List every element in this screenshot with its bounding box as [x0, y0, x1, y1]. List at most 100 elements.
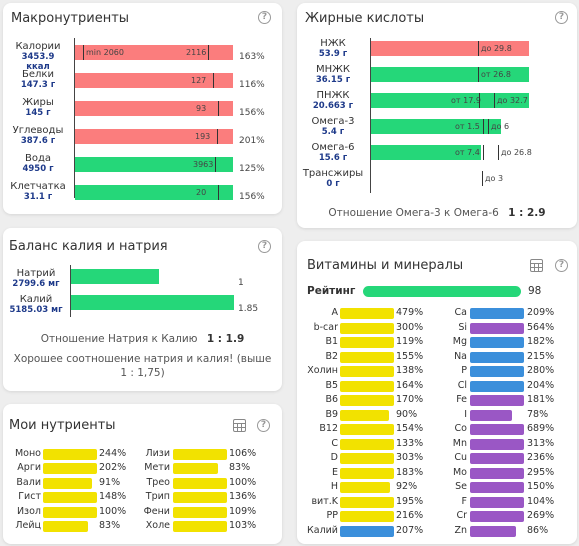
vitamin-bar	[470, 496, 524, 508]
vitamin-bar	[470, 395, 524, 406]
macro-title: Макронутриенты	[11, 11, 130, 26]
fatty-row-label: ПНЖК 20.663 г	[297, 91, 369, 112]
fatty-row-label: Омега-6 15.6 г	[297, 142, 369, 164]
vitamin-percent: 479%	[396, 307, 424, 318]
vitamin-bar	[470, 409, 513, 421]
macro-row-label: Белки 147.3 г	[3, 69, 73, 91]
vitamin-bar	[470, 308, 524, 319]
fatty-min-marker: от 17.9	[451, 96, 481, 105]
fatty-min-line	[479, 93, 480, 108]
potassium-name: Натрий	[16, 268, 56, 279]
macro-percent: 156%	[239, 108, 265, 118]
vitamin-label: Cl	[457, 379, 467, 391]
vitamin-label: B6	[325, 394, 338, 405]
vitamin-label: Se	[455, 481, 467, 492]
vitamin-bar	[340, 380, 394, 392]
macro-name: Белки	[22, 69, 54, 80]
nutrient-percent: 202%	[99, 462, 127, 474]
macro-norm-line	[215, 157, 216, 172]
vitamin-bar	[340, 322, 394, 334]
potassium-message-line1: Хорошее соотношение натрия и калия! (выш…	[13, 353, 272, 365]
help-icon[interactable]: ?	[555, 11, 568, 24]
nutrient-bar	[43, 521, 88, 532]
vitamin-label: Калий	[307, 524, 338, 536]
help-icon[interactable]: ?	[258, 11, 271, 24]
macro-name: Вода	[24, 153, 52, 164]
vitamin-percent: 150%	[527, 481, 555, 492]
vitamin-percent: 155%	[396, 350, 424, 362]
macro-norm-marker: 2116	[186, 48, 207, 57]
fatty-bar	[371, 119, 501, 134]
nutrient-label: Лейц	[15, 520, 41, 531]
vitamin-bar	[470, 366, 524, 377]
vitamin-label: A	[331, 307, 339, 318]
macro-row-label: Углеводы 387.6 г	[3, 126, 73, 147]
nutrient-bar	[43, 506, 97, 518]
fatty-min-marker: от 7.4	[455, 148, 480, 157]
table-icon[interactable]	[530, 259, 543, 272]
vitamin-percent: 295%	[527, 466, 555, 478]
vitamin-percent: 90%	[396, 408, 418, 420]
vitamin-bar	[340, 511, 394, 522]
fatty-max-line	[498, 145, 499, 160]
mynutrients-card: Мои нутриенты ? Моно 244% Арги 202% Вали 91% Г…	[3, 404, 282, 544]
nutrient-label: Фени	[143, 505, 170, 517]
nutrient-percent: 109%	[229, 505, 257, 517]
fatty-value: 0 г	[326, 179, 340, 189]
vitamin-percent: 181%	[527, 394, 555, 405]
vitamin-percent: 209%	[527, 307, 555, 318]
fatty-name: МНЖК	[315, 64, 351, 75]
nutrient-bar	[173, 449, 227, 460]
vitamin-label: H	[330, 481, 338, 492]
fatty-name: Омега-6	[311, 142, 355, 153]
nutrient-bar	[43, 492, 97, 504]
macro-norm-marker: 127	[191, 76, 207, 85]
vitamin-percent: 313%	[527, 437, 555, 449]
macro-min-line	[83, 45, 84, 60]
macro-percent: 201%	[239, 136, 265, 146]
fatty-value: 15.6 г	[318, 153, 348, 163]
vitamin-label: Si	[458, 321, 467, 333]
fatty-row-label: МНЖК 36.15 г	[297, 64, 369, 86]
nutrient-percent: 244%	[99, 448, 127, 459]
potassium-ratio-part: 1.85	[238, 304, 259, 314]
macro-value: 31.1 г	[23, 192, 53, 202]
fatty-max-marker: до 6	[491, 122, 510, 131]
macro-percent: 156%	[239, 192, 265, 202]
vitamin-percent: 119%	[396, 336, 424, 347]
vitamin-bar	[340, 409, 389, 421]
table-icon[interactable]	[233, 419, 246, 432]
help-icon[interactable]: ?	[257, 419, 270, 432]
fatty-max-line	[478, 41, 479, 56]
vitamin-bar	[340, 438, 394, 450]
fatty-max-line	[488, 119, 489, 134]
rating-label: Рейтинг	[307, 285, 356, 297]
vitamin-percent: 86%	[527, 524, 549, 536]
help-icon[interactable]: ?	[258, 240, 271, 253]
macro-norm-line	[218, 101, 219, 116]
macro-value: 4950 г	[22, 164, 54, 174]
fatty-value: 53.9 г	[318, 49, 348, 59]
help-icon[interactable]: ?	[555, 259, 568, 272]
vitamin-percent: 182%	[527, 336, 555, 347]
vitamin-percent: 138%	[396, 365, 424, 376]
nutrient-percent: 100%	[99, 505, 127, 517]
fatty-name: Омега-3	[311, 116, 355, 127]
nutrient-label: Трип	[145, 491, 170, 503]
fatty-name: НЖК	[320, 38, 346, 49]
fatty-min-line	[483, 145, 484, 160]
fatty-max-line	[494, 93, 495, 108]
fatty-max-marker: до 32.7	[497, 96, 528, 105]
macro-row-label: Жиры 145 г	[3, 98, 73, 119]
vitamin-label: Mn	[452, 437, 467, 449]
potassium-ratio-value: 1 : 1.9	[206, 333, 245, 345]
nutrient-bar	[43, 477, 93, 489]
fatty-max-marker: до 29.8	[481, 44, 512, 53]
macro-bar	[75, 157, 233, 172]
vitamin-label: Co	[454, 423, 467, 434]
fatty-row-label: НЖК 53.9 г	[297, 38, 369, 60]
nutrient-bar	[43, 463, 97, 475]
vitamin-label: Fe	[456, 394, 467, 405]
fatty-title: Жирные кислоты	[305, 11, 425, 26]
vitamin-label: B1	[325, 336, 338, 347]
